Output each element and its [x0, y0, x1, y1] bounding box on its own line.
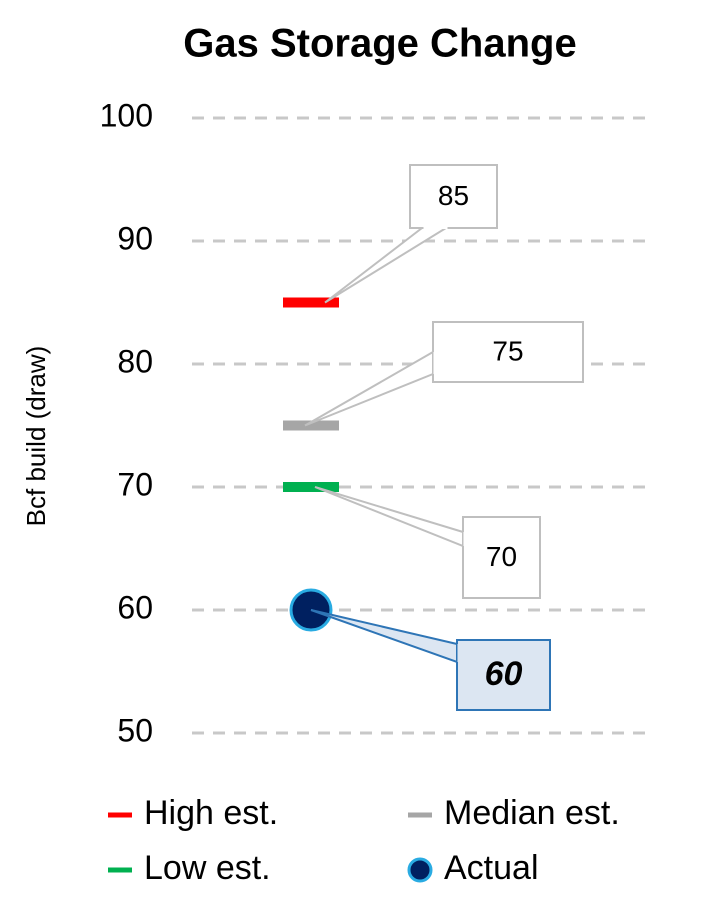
callout-box: [409, 164, 498, 229]
callout-pointer: [310, 609, 458, 664]
callout-pointer: [324, 227, 450, 304]
data-label: 85: [438, 180, 469, 211]
y-tick-label: 100: [100, 97, 153, 133]
callout-box: [432, 321, 584, 383]
legend-label: Median est.: [444, 794, 620, 832]
legend-swatch: [407, 857, 433, 883]
callout-box: [462, 516, 541, 599]
callout-pointer: [314, 486, 464, 548]
callout-box: [456, 639, 551, 711]
y-tick-label: 50: [117, 712, 153, 748]
legend-label: Actual: [444, 849, 539, 887]
legend-label: Low est.: [144, 849, 271, 887]
data-label: 70: [486, 541, 517, 572]
y-tick-label: 60: [117, 589, 153, 625]
y-tick-label: 80: [117, 343, 153, 379]
y-axis-label: Bcf build (draw): [21, 346, 51, 527]
data-label: 60: [485, 655, 523, 693]
legend-label: High est.: [144, 794, 278, 832]
data-label: 75: [492, 335, 523, 366]
y-tick-label: 70: [117, 466, 153, 502]
chart-title: Gas Storage Change: [183, 22, 576, 66]
y-tick-label: 90: [117, 220, 153, 256]
